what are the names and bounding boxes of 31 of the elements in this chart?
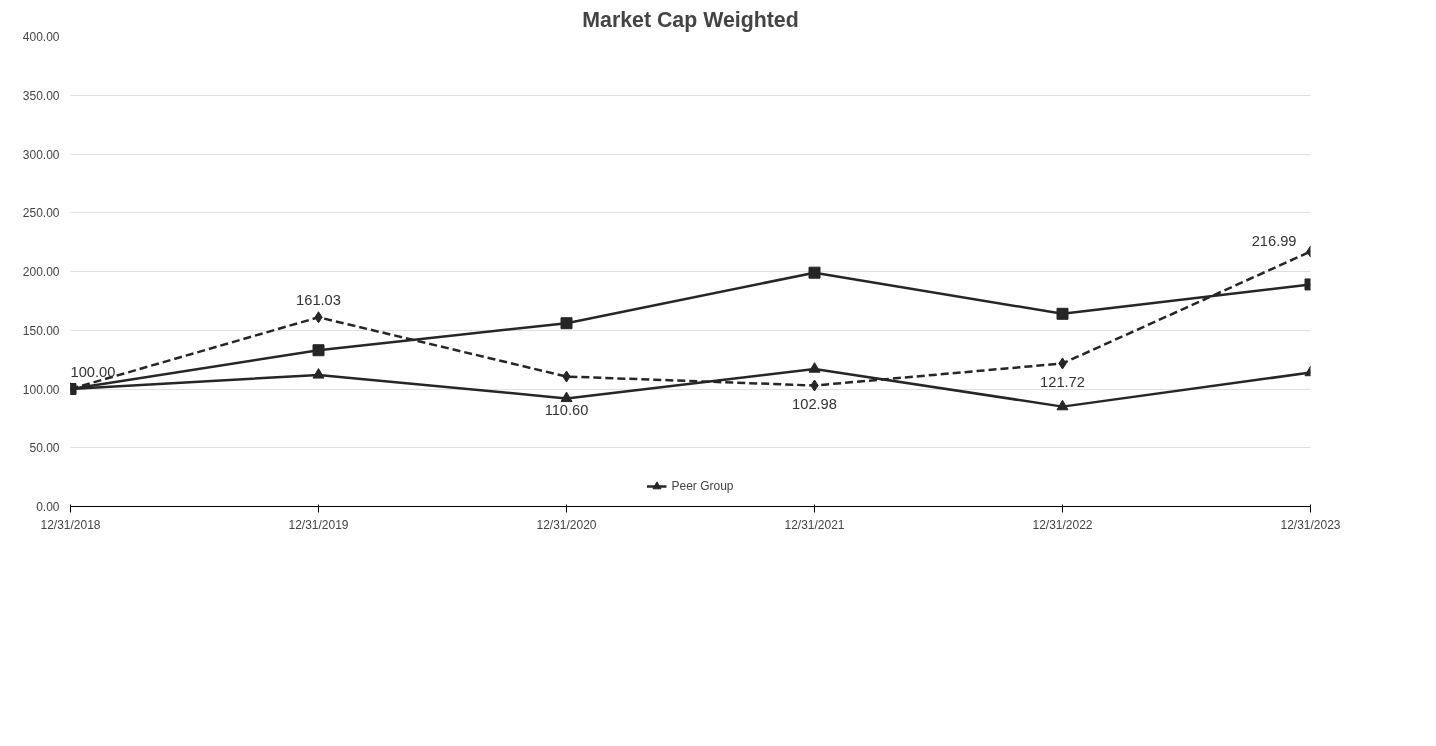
- x-tick-label: 12/31/2022: [1032, 517, 1093, 532]
- x-tick-label: 12/31/2020: [536, 517, 597, 532]
- point: [312, 344, 325, 357]
- data-label: 110.60: [544, 401, 589, 418]
- data-label: 121.72: [1040, 374, 1085, 391]
- x-tick-label: 12/31/2019: [288, 517, 349, 532]
- x-tick-label: 12/31/2021: [784, 517, 845, 532]
- y-tick-label: 300.00: [22, 147, 60, 162]
- x-tick-label: 12/31/2018: [40, 517, 101, 532]
- y-tick-label: 350.00: [22, 88, 60, 103]
- data-label: 161.03: [296, 292, 341, 309]
- y-tick-label: 400.00: [22, 30, 60, 44]
- y-tick-label: 250.00: [22, 206, 60, 221]
- y-tick-label: 0.00: [36, 500, 60, 514]
- data-label: 216.99: [1251, 232, 1297, 249]
- point: [312, 368, 325, 379]
- point: [560, 391, 573, 403]
- data-label: 100.00: [70, 364, 116, 380]
- point: [808, 266, 821, 279]
- chart-title: Market Cap Weighted: [582, 7, 799, 32]
- x-tick-label: 12/31/2023: [1280, 517, 1341, 532]
- y-tick-label: 200.00: [22, 265, 60, 279]
- data-label: 102.98: [792, 396, 837, 413]
- point: [560, 317, 573, 330]
- legend-label: Peer Group: [671, 479, 734, 493]
- y-tick-label: 50.00: [29, 441, 60, 456]
- point: [1056, 399, 1069, 411]
- y-tick-label: 100.00: [22, 382, 60, 397]
- y-tick-label: 150.00: [22, 323, 60, 338]
- point: [808, 362, 821, 373]
- point: [1056, 307, 1069, 320]
